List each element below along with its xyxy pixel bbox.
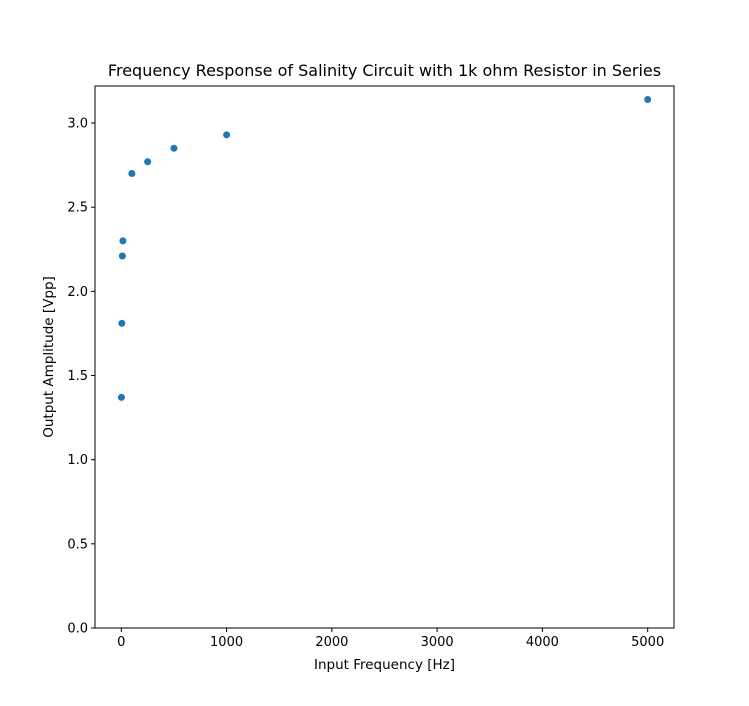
y-tick-label: 1.5 <box>67 369 88 384</box>
data-point <box>118 319 126 327</box>
x-axis-label: Input Frequency [Hz] <box>314 657 455 673</box>
x-tick-label: 0 <box>117 635 125 650</box>
data-point <box>128 170 136 178</box>
x-tick-label: 5000 <box>631 635 664 650</box>
data-point <box>118 252 126 260</box>
chart-title: Frequency Response of Salinity Circuit w… <box>108 61 661 80</box>
x-tick-label: 2000 <box>315 635 348 650</box>
data-point <box>144 158 152 166</box>
data-point <box>119 237 127 245</box>
y-tick-label: 3.0 <box>67 117 88 132</box>
x-tick-label: 3000 <box>421 635 454 650</box>
x-tick-label: 1000 <box>210 635 243 650</box>
y-tick-label: 2.5 <box>67 201 88 216</box>
y-tick-label: 2.0 <box>67 285 88 300</box>
x-tick-label: 4000 <box>526 635 559 650</box>
data-point <box>644 95 652 103</box>
y-tick-label: 1.0 <box>67 453 88 468</box>
y-tick-label: 0.5 <box>67 537 88 552</box>
y-tick-label: 0.0 <box>67 622 88 637</box>
y-axis-label: Output Amplitude [Vpp] <box>41 276 57 438</box>
data-point <box>117 393 125 401</box>
data-point <box>170 144 178 152</box>
data-point <box>223 131 231 139</box>
plot-frame <box>94 85 675 629</box>
